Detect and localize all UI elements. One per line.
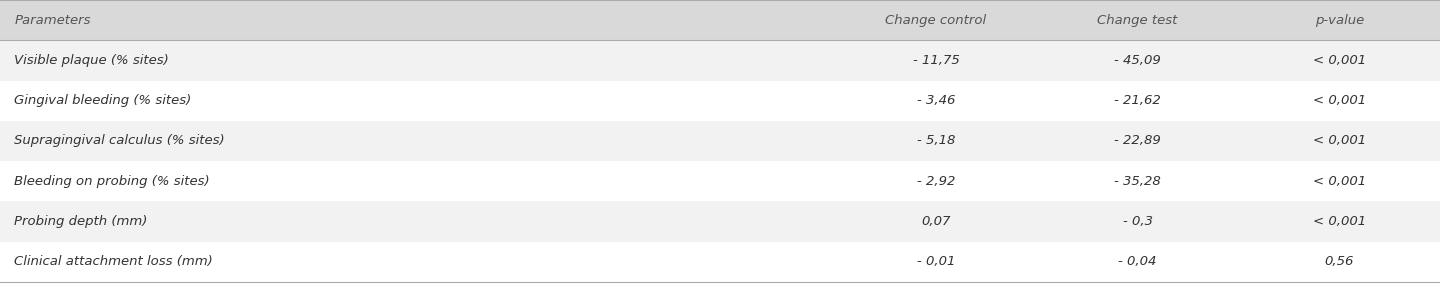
Text: - 11,75: - 11,75 <box>913 54 959 67</box>
Text: - 2,92: - 2,92 <box>917 175 955 188</box>
Text: p-value: p-value <box>1315 14 1364 26</box>
Text: Probing depth (mm): Probing depth (mm) <box>14 215 148 228</box>
Text: Parameters: Parameters <box>14 14 91 26</box>
Text: Gingival bleeding (% sites): Gingival bleeding (% sites) <box>14 94 192 107</box>
Text: - 5,18: - 5,18 <box>917 134 955 147</box>
Text: Supragingival calculus (% sites): Supragingival calculus (% sites) <box>14 134 225 147</box>
Text: Visible plaque (% sites): Visible plaque (% sites) <box>14 54 168 67</box>
Text: - 35,28: - 35,28 <box>1115 175 1161 188</box>
FancyBboxPatch shape <box>0 0 1440 40</box>
Text: 0,56: 0,56 <box>1325 255 1354 268</box>
Text: Change test: Change test <box>1097 14 1178 26</box>
Text: Change control: Change control <box>886 14 986 26</box>
Text: < 0,001: < 0,001 <box>1313 134 1365 147</box>
Text: - 0,04: - 0,04 <box>1119 255 1156 268</box>
FancyBboxPatch shape <box>0 201 1440 242</box>
Text: - 45,09: - 45,09 <box>1115 54 1161 67</box>
Text: < 0,001: < 0,001 <box>1313 215 1365 228</box>
FancyBboxPatch shape <box>0 161 1440 201</box>
Text: Clinical attachment loss (mm): Clinical attachment loss (mm) <box>14 255 213 268</box>
Text: 0,07: 0,07 <box>922 215 950 228</box>
FancyBboxPatch shape <box>0 121 1440 161</box>
Text: Bleeding on probing (% sites): Bleeding on probing (% sites) <box>14 175 210 188</box>
Text: - 3,46: - 3,46 <box>917 94 955 107</box>
FancyBboxPatch shape <box>0 81 1440 121</box>
Text: - 0,01: - 0,01 <box>917 255 955 268</box>
FancyBboxPatch shape <box>0 242 1440 282</box>
Text: - 21,62: - 21,62 <box>1115 94 1161 107</box>
Text: - 0,3: - 0,3 <box>1123 215 1152 228</box>
FancyBboxPatch shape <box>0 40 1440 81</box>
Text: < 0,001: < 0,001 <box>1313 175 1365 188</box>
Text: - 22,89: - 22,89 <box>1115 134 1161 147</box>
Text: < 0,001: < 0,001 <box>1313 54 1365 67</box>
Text: < 0,001: < 0,001 <box>1313 94 1365 107</box>
